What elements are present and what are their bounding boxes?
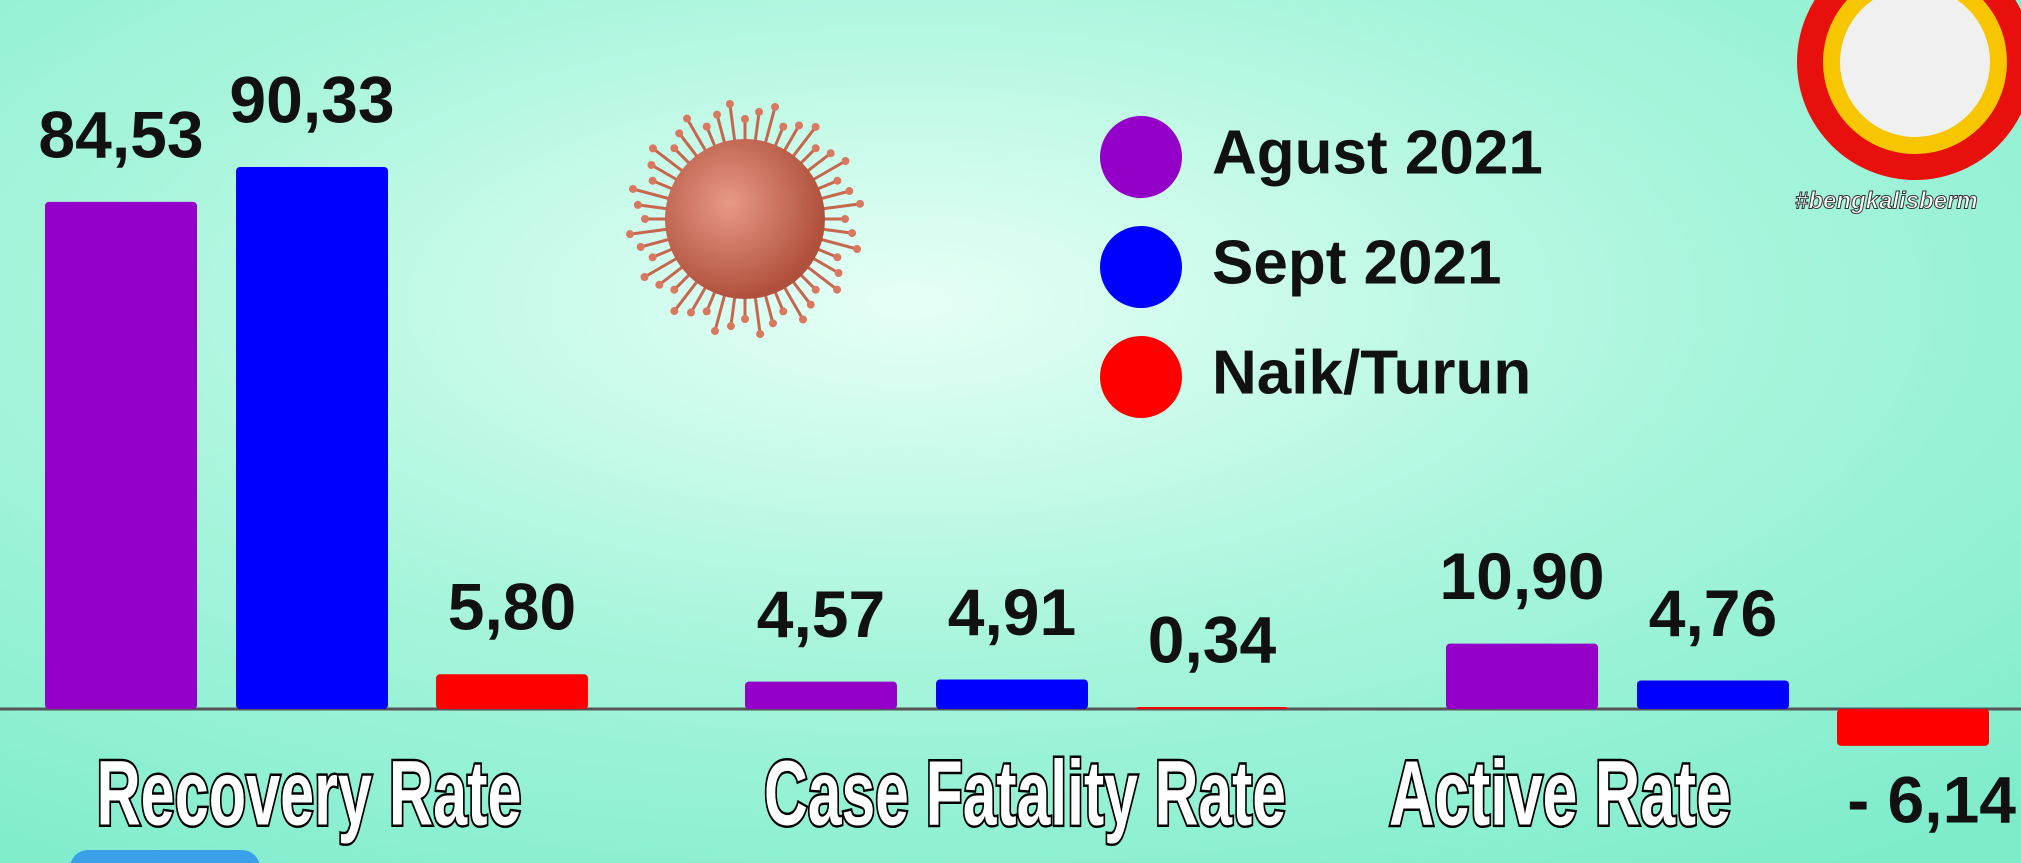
spike-tip: [806, 300, 815, 309]
spike-tip: [799, 315, 807, 324]
spike-tip: [725, 99, 734, 108]
value-label: 84,53: [38, 97, 203, 171]
spike-tip: [779, 307, 788, 316]
bar: [236, 167, 388, 709]
hashtag: #bengkalisberm: [1795, 187, 1978, 214]
spike-tip: [670, 307, 679, 316]
legend-marker: [1100, 226, 1182, 308]
virus-body: [665, 139, 825, 299]
legend-marker: [1100, 116, 1182, 198]
spike-tip: [702, 122, 711, 131]
spike-tip: [848, 229, 857, 238]
logo: [1797, 0, 2021, 180]
spike-tip: [811, 144, 820, 153]
spike-tip: [756, 330, 765, 339]
value-label: 5,80: [448, 570, 576, 644]
category-label: Active Rate: [1389, 742, 1731, 844]
spike-tip: [726, 322, 735, 331]
category-label: Case Fatality Rate: [764, 742, 1286, 844]
bar: [745, 681, 897, 709]
bar: [45, 201, 197, 709]
virus-illustration: [625, 99, 865, 339]
spike-tip: [856, 199, 865, 208]
spike-tip: [625, 230, 634, 239]
spike-tip: [841, 215, 849, 223]
spike-tip: [853, 245, 862, 254]
legend-label: Agust 2021: [1212, 118, 1543, 187]
spike-tip: [640, 273, 649, 281]
bar: [436, 674, 588, 709]
spike-tip: [675, 129, 684, 138]
spike-tip: [741, 115, 749, 123]
spike-tip: [811, 285, 820, 294]
spike-tip: [648, 176, 657, 185]
category-label: Recovery Rate: [97, 742, 522, 844]
spike-tip: [833, 253, 842, 262]
legend-label: Naik/Turun: [1212, 338, 1531, 407]
spike-tip: [771, 102, 780, 111]
spike-tip: [683, 114, 691, 123]
legend-marker: [1100, 336, 1182, 418]
value-label: - 6,14: [1847, 762, 2016, 836]
spike-tip: [779, 122, 788, 131]
spike-tip: [710, 327, 719, 336]
spike-tip: [647, 161, 656, 169]
spike-tip: [741, 315, 749, 323]
spike-tip: [648, 144, 657, 153]
spike-tip: [811, 122, 820, 131]
bar: [1446, 643, 1598, 709]
spike-tip: [641, 215, 649, 223]
value-label: 0,34: [1148, 602, 1277, 676]
decoration: [70, 850, 260, 863]
value-label: 90,33: [229, 62, 394, 136]
value-label: 10,90: [1439, 539, 1604, 613]
spike-tip: [833, 285, 842, 294]
spike-tip: [841, 157, 850, 165]
bar: [1136, 706, 1288, 709]
value-label: 4,76: [1649, 576, 1777, 650]
spike-tip: [655, 280, 664, 289]
spike-tip: [648, 253, 657, 262]
bar: [1637, 680, 1789, 709]
bar: [1837, 709, 1989, 746]
spike-tip: [702, 307, 711, 316]
value-label: 4,91: [948, 575, 1076, 649]
spike-tip: [687, 308, 695, 317]
spike-tip: [670, 285, 679, 294]
spike-tip: [826, 149, 835, 158]
spike-tip: [633, 200, 642, 209]
spike-tip: [768, 319, 777, 328]
spike-tip: [834, 269, 843, 277]
spike-tip: [755, 107, 764, 116]
spike-tip: [628, 184, 637, 193]
spike-tip: [833, 176, 842, 185]
legend-label: Sept 2021: [1212, 228, 1502, 297]
spike-tip: [795, 121, 803, 130]
spike-tip: [845, 187, 854, 196]
spike-tip: [670, 144, 679, 153]
value-label: 4,57: [757, 577, 885, 651]
spike-tip: [713, 110, 722, 119]
bar: [936, 679, 1088, 709]
spike-tip: [636, 242, 645, 251]
